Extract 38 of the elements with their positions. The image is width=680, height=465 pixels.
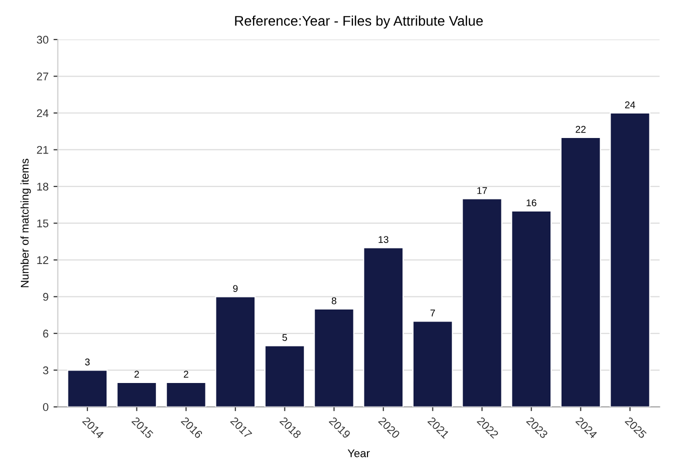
y-tick-label: 21 [36,146,48,154]
bar [610,112,650,407]
data-label: 8 [332,297,336,304]
y-tick-label: 9 [43,292,48,301]
data-label: 17 [477,187,487,194]
bar [511,210,552,407]
bar [314,308,354,407]
y-tick-label: 15 [37,220,48,228]
chart-title: Reference:Year - Files by Attribute Value [235,16,483,29]
y-tick-label: 24 [36,109,48,118]
bar [363,247,404,407]
data-label: 24 [625,101,636,108]
data-label: 5 [282,334,288,341]
bar [215,296,256,407]
y-axis-title: Number of matching items [20,158,31,288]
y-tick-label: 18 [37,182,48,191]
y-tick-label: 12 [37,256,48,264]
data-label: 16 [526,199,536,206]
bar [412,320,453,407]
data-label: 2 [134,370,139,378]
bar [462,198,502,407]
bar [264,345,305,407]
data-label: 3 [85,358,90,366]
bar [166,382,206,407]
y-tick-label: 27 [36,72,48,80]
y-tick-label: 0 [43,403,48,412]
data-label: 22 [576,126,586,133]
x-axis-title: Year [348,449,370,458]
y-tick-label: 30 [36,36,48,44]
y-tick-label: 3 [43,366,48,374]
data-label: 9 [233,285,238,292]
y-tick-label: 6 [43,330,48,338]
data-label: 7 [430,310,435,316]
bar [116,382,158,407]
data-label: 13 [378,236,388,243]
bar [67,370,108,407]
data-label: 2 [184,370,188,378]
bar [560,136,601,407]
